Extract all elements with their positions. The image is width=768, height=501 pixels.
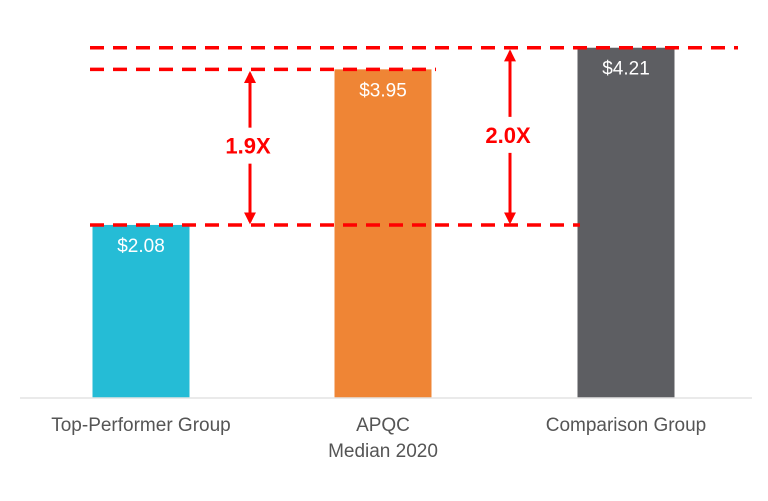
- data-label: $2.08: [117, 236, 165, 257]
- category-label: Comparison Group: [546, 415, 707, 436]
- category-label: Median 2020: [328, 441, 438, 462]
- bar-2: [334, 69, 432, 399]
- ratio-annotation: 2.0X: [485, 123, 531, 148]
- category-label: Top-Performer Group: [51, 415, 231, 436]
- category-label: APQC: [356, 415, 410, 436]
- data-label: $3.95: [359, 80, 407, 101]
- data-label: $4.21: [602, 59, 650, 80]
- ratio-annotation: 1.9X: [225, 134, 271, 159]
- bar-1: [92, 224, 190, 398]
- bar-3: [577, 47, 675, 399]
